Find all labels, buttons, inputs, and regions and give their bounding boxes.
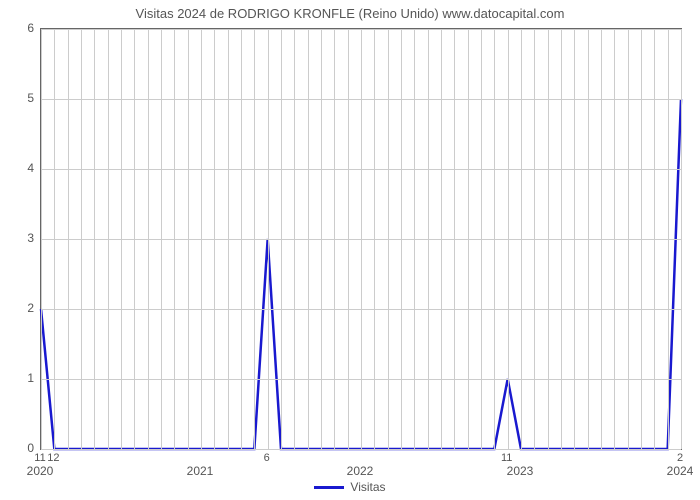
gridline-horizontal	[41, 449, 681, 450]
legend: Visitas	[0, 480, 700, 494]
x-tick-label: 2023	[507, 464, 534, 478]
y-tick-label: 1	[6, 371, 34, 385]
gridline-horizontal	[41, 169, 681, 170]
gridline-horizontal	[41, 239, 681, 240]
gridline-horizontal	[41, 29, 681, 30]
y-tick-label: 4	[6, 161, 34, 175]
x-tick-label: 2022	[347, 464, 374, 478]
data-point-label: 11	[34, 452, 45, 464]
x-tick-label: 2021	[187, 464, 214, 478]
gridline-horizontal	[41, 99, 681, 100]
plot-area	[40, 28, 682, 450]
data-point-label: 12	[47, 452, 59, 464]
x-tick-label: 2020	[27, 464, 54, 478]
chart-title: Visitas 2024 de RODRIGO KRONFLE (Reino U…	[0, 6, 700, 21]
gridline-horizontal	[41, 379, 681, 380]
data-point-label: 11	[501, 452, 512, 464]
y-tick-label: 0	[6, 441, 34, 455]
data-point-label: 6	[264, 452, 270, 464]
data-point-label: 2	[677, 452, 683, 464]
chart-container: Visitas 2024 de RODRIGO KRONFLE (Reino U…	[0, 0, 700, 500]
legend-label: Visitas	[350, 480, 385, 494]
y-tick-label: 3	[6, 231, 34, 245]
y-tick-label: 6	[6, 21, 34, 35]
y-tick-label: 2	[6, 301, 34, 315]
legend-swatch	[314, 486, 344, 489]
y-tick-label: 5	[6, 91, 34, 105]
x-tick-label: 2024	[667, 464, 694, 478]
gridline-horizontal	[41, 309, 681, 310]
gridline-vertical	[681, 29, 682, 449]
